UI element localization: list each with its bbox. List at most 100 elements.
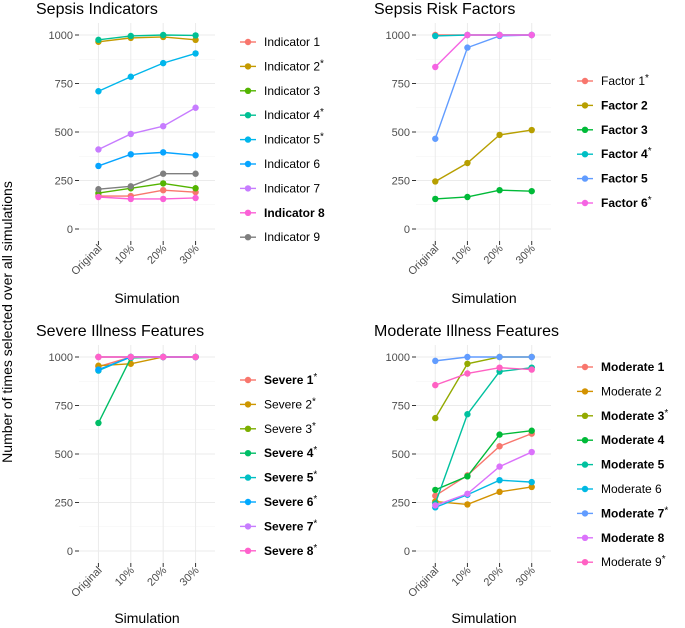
series-line — [98, 189, 196, 197]
series-line — [434, 34, 532, 68]
y-tick-label: 500 — [55, 449, 73, 461]
data-point — [192, 36, 199, 44]
data-point — [192, 50, 199, 57]
legend-item: Severe 3* — [240, 421, 316, 436]
legend-label: Severe 7* — [264, 518, 317, 533]
data-point — [127, 73, 135, 80]
data-point — [159, 180, 167, 187]
series-line — [97, 356, 196, 424]
legend-item: Moderate 6 — [577, 482, 662, 496]
series-line — [98, 173, 196, 190]
series-line — [434, 366, 532, 504]
series-line — [435, 189, 532, 200]
data-point — [432, 486, 439, 494]
x-tick-label: 10% — [113, 242, 137, 266]
legend-item: Moderate 5 — [577, 458, 665, 472]
plot-area: 0 250 500 750 1000 Original 10% 20% 30% — [49, 23, 215, 278]
legend-key-point — [244, 136, 252, 143]
series-line — [98, 52, 196, 92]
data-point — [95, 146, 102, 153]
legend-label: Moderate 2 — [601, 384, 662, 398]
series-indicator-4 — [95, 31, 199, 44]
legend-item: Moderate 8 — [577, 531, 665, 545]
legend-item: Indicator 6 — [240, 157, 320, 171]
series-moderate-7 — [432, 353, 535, 365]
legend-label: Indicator 8 — [264, 206, 325, 220]
series-indicator-9 — [95, 170, 199, 193]
legend-label: Indicator 4* — [264, 107, 324, 122]
legend-key-point — [581, 175, 589, 182]
y-tick-label: 0 — [67, 224, 73, 236]
legend-key-point — [581, 559, 589, 566]
data-point — [464, 193, 471, 201]
data-point — [95, 419, 102, 427]
data-point — [95, 186, 102, 193]
legend-key-point — [244, 160, 252, 168]
x-tick-label: 20% — [145, 564, 169, 588]
series-factor-2 — [432, 126, 535, 185]
series-line — [434, 432, 532, 497]
x-axis-title: Simulation — [451, 290, 516, 306]
data-point — [496, 353, 503, 361]
data-point — [496, 443, 503, 450]
legend-key-point — [244, 38, 252, 46]
x-tick-label: 10% — [113, 564, 137, 588]
x-tick-label: Original — [406, 565, 441, 600]
legend-label: Factor 3 — [601, 123, 648, 137]
series-line — [435, 451, 533, 507]
data-point — [159, 195, 167, 203]
series-severe-1 — [95, 353, 199, 370]
y-tick-label: 0 — [404, 546, 410, 558]
legend-key-point — [244, 112, 252, 119]
legend-key-point — [244, 87, 252, 95]
data-point — [464, 370, 471, 377]
series-line — [98, 36, 196, 43]
legend-item: Indicator 4* — [240, 107, 324, 122]
legend-label: Severe 6* — [264, 494, 317, 509]
series-line — [98, 196, 196, 200]
legend-item: Severe 2* — [240, 396, 316, 411]
x-tick-label: Original — [69, 243, 104, 278]
x-tick-label: 30% — [514, 564, 538, 588]
legend-key-point — [581, 412, 589, 419]
data-point — [159, 122, 167, 130]
data-point — [159, 187, 167, 194]
series-factor-3 — [432, 187, 535, 203]
legend-label: Severe 5* — [264, 470, 317, 485]
legend-key-point — [581, 388, 589, 395]
data-point — [432, 502, 439, 509]
series-moderate-8 — [432, 448, 535, 509]
data-point — [95, 366, 102, 373]
data-point — [496, 131, 503, 139]
data-point — [432, 32, 439, 40]
legend-key-point — [244, 401, 252, 408]
legend-key-point — [581, 534, 589, 541]
legend: Moderate 1 Moderate 2 Moderate 3* Moderate … — [577, 360, 668, 569]
legend-label: Factor 5 — [601, 172, 648, 186]
legend-key-point — [581, 485, 589, 493]
panel-severe-illness-features: Severe Illness Features Simulation 0 250 5… — [36, 323, 317, 626]
legend-item: Indicator 1 — [240, 35, 320, 49]
data-point — [127, 151, 135, 158]
data-point — [192, 104, 199, 111]
series-line — [98, 182, 196, 194]
series-moderate-4 — [432, 427, 535, 494]
data-point — [192, 152, 199, 159]
panel-title: Severe Illness Features — [36, 323, 204, 340]
series-indicator-5 — [95, 50, 199, 95]
data-point — [464, 360, 471, 367]
y-tick-label: 750 — [392, 401, 410, 413]
data-point — [127, 353, 135, 361]
x-tick-label: 30% — [514, 242, 538, 266]
legend-label: Severe 4* — [264, 445, 317, 460]
y-tick-label: 1000 — [49, 352, 73, 364]
data-point — [127, 130, 135, 138]
series-line — [435, 430, 532, 491]
data-point — [432, 381, 439, 389]
data-point — [95, 353, 102, 361]
legend-key-point — [581, 437, 589, 444]
data-point — [432, 135, 439, 142]
y-tick-label: 250 — [392, 176, 410, 188]
legend-item: Factor 2 — [577, 98, 648, 112]
legend-item: Severe 6* — [240, 494, 317, 509]
